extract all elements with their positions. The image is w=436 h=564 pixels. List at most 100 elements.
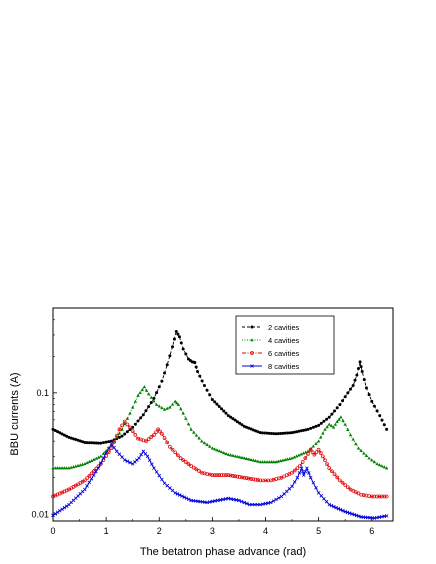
data-point bbox=[154, 430, 158, 435]
data-point bbox=[58, 466, 62, 470]
legend-label: 6 cavities bbox=[268, 349, 300, 358]
data-point bbox=[210, 473, 215, 477]
data-point bbox=[378, 414, 382, 418]
data-point bbox=[360, 369, 364, 373]
data-point bbox=[85, 461, 89, 465]
data-point bbox=[74, 438, 78, 442]
data-point bbox=[163, 371, 167, 375]
data-point bbox=[339, 415, 343, 419]
data-point bbox=[290, 431, 294, 435]
data-point bbox=[249, 477, 253, 481]
data-point bbox=[303, 469, 308, 474]
data-point bbox=[128, 425, 132, 430]
data-point bbox=[117, 452, 122, 456]
data-point bbox=[154, 470, 159, 474]
data-point bbox=[181, 458, 186, 462]
data-point bbox=[101, 456, 106, 460]
data-point bbox=[125, 416, 130, 420]
data-point bbox=[343, 483, 348, 487]
data-point bbox=[207, 500, 212, 504]
data-point bbox=[205, 500, 209, 505]
data-point bbox=[99, 454, 103, 458]
data-point bbox=[78, 439, 82, 443]
data-point bbox=[233, 474, 237, 479]
data-point bbox=[181, 347, 185, 351]
data-point bbox=[332, 504, 336, 509]
data-point bbox=[186, 462, 191, 466]
data-point bbox=[94, 456, 98, 460]
data-point bbox=[60, 466, 64, 470]
data-point bbox=[247, 426, 251, 430]
data-point bbox=[147, 458, 152, 463]
data-point bbox=[359, 365, 363, 369]
data-point bbox=[251, 477, 256, 482]
data-point bbox=[146, 437, 151, 441]
data-point bbox=[281, 431, 285, 435]
data-point bbox=[189, 464, 193, 468]
data-point bbox=[249, 457, 253, 462]
data-point bbox=[270, 431, 274, 435]
x-tick-label: 2 bbox=[157, 526, 162, 536]
data-point bbox=[263, 431, 267, 435]
data-point bbox=[256, 459, 260, 463]
data-point bbox=[240, 455, 244, 459]
data-point bbox=[242, 500, 247, 505]
data-point bbox=[194, 365, 198, 369]
data-point bbox=[51, 466, 55, 470]
data-point bbox=[85, 441, 89, 445]
data-point bbox=[182, 495, 187, 499]
data-point bbox=[55, 510, 60, 515]
data-point bbox=[162, 407, 167, 411]
data-point bbox=[341, 418, 345, 423]
data-point bbox=[117, 427, 122, 432]
data-point bbox=[323, 427, 327, 431]
data-point bbox=[217, 404, 221, 408]
data-point bbox=[314, 450, 319, 455]
data-point bbox=[276, 432, 280, 436]
data-point bbox=[120, 423, 124, 428]
data-point bbox=[335, 406, 339, 410]
data-point bbox=[329, 503, 334, 508]
data-point bbox=[117, 435, 121, 439]
data-point bbox=[354, 513, 359, 518]
data-point bbox=[152, 396, 156, 400]
data-point bbox=[210, 398, 214, 402]
data-point bbox=[228, 473, 233, 478]
data-point bbox=[316, 491, 321, 495]
data-point bbox=[106, 446, 111, 451]
data-point bbox=[191, 465, 196, 470]
data-point bbox=[89, 477, 94, 481]
data-point bbox=[297, 429, 301, 433]
data-point bbox=[329, 424, 334, 428]
data-point bbox=[83, 487, 87, 492]
data-point bbox=[349, 387, 352, 391]
data-point bbox=[235, 454, 240, 458]
data-point bbox=[114, 433, 119, 438]
data-point bbox=[149, 395, 153, 399]
series-1 bbox=[51, 330, 389, 445]
data-point bbox=[303, 456, 308, 460]
data-point bbox=[173, 450, 178, 455]
data-point bbox=[375, 462, 379, 466]
data-point bbox=[292, 468, 297, 473]
data-point bbox=[140, 387, 144, 392]
data-point bbox=[154, 402, 159, 406]
legend: 2 cavities 4 cavities 6 cavities 8 cavities bbox=[235, 315, 335, 375]
data-point bbox=[189, 427, 193, 431]
data-point bbox=[353, 378, 357, 382]
data-point bbox=[292, 480, 297, 484]
data-point bbox=[311, 480, 316, 485]
data-point bbox=[229, 497, 233, 501]
data-point bbox=[85, 484, 89, 488]
data-point bbox=[352, 512, 357, 517]
data-point bbox=[226, 452, 231, 456]
data-point bbox=[242, 475, 247, 480]
data-point bbox=[157, 404, 161, 408]
series-line bbox=[52, 330, 388, 444]
data-point bbox=[97, 441, 101, 445]
data-point bbox=[128, 460, 132, 465]
data-point bbox=[242, 424, 246, 428]
data-point bbox=[231, 474, 235, 478]
data-point bbox=[173, 491, 177, 495]
